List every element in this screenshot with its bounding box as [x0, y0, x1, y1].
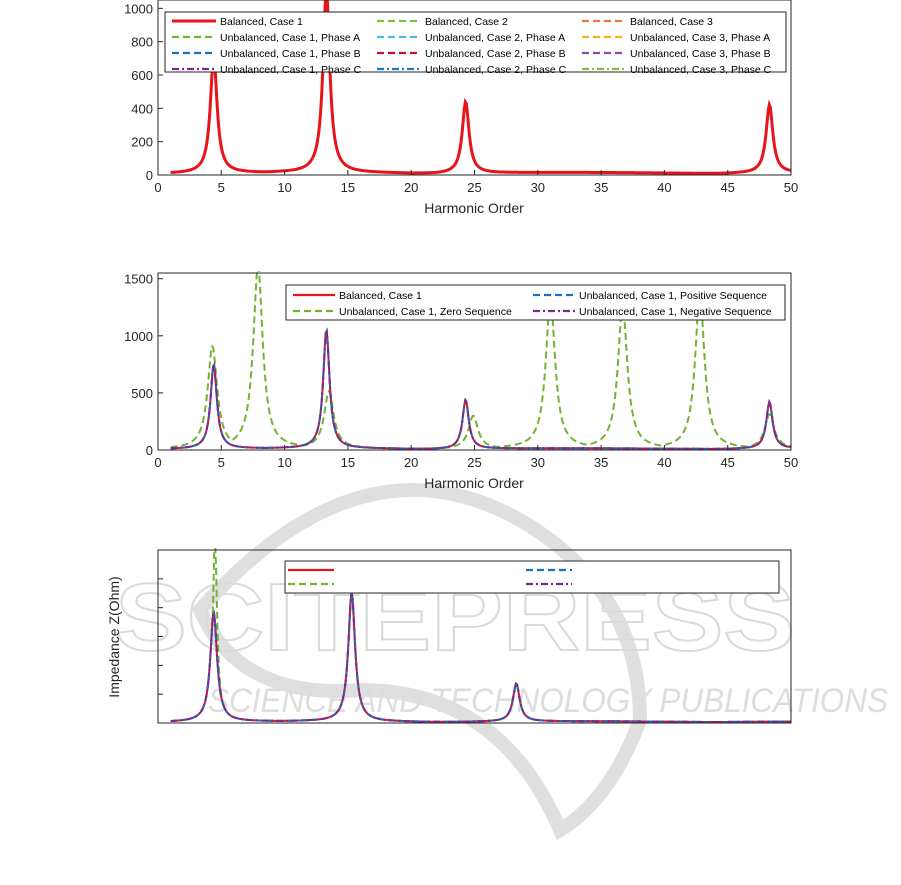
legend-label-5: Balanced, Case 2	[425, 16, 508, 28]
x-tick-label: 10	[277, 455, 291, 470]
y-tick-label: 400	[131, 101, 153, 116]
legend-label-3: Unbalanced, Case 1, Positive Sequence	[579, 290, 767, 302]
watermark-sub: SCIENCE AND TECHNOLOGY PUBLICATIONS	[208, 682, 888, 720]
chart-3-ylabel: Impedance Z(Ohm)	[106, 576, 122, 697]
x-tick-label: 45	[720, 455, 734, 470]
y-tick-label: 0	[146, 168, 153, 183]
legend-label-11: Unbalanced, Case 3, Phase B	[630, 48, 771, 60]
x-tick-label: 10	[277, 180, 291, 195]
y-tick-label: 1000	[124, 329, 153, 344]
chart-2-xlabel: Harmonic Order	[424, 475, 524, 491]
y-tick-label: 600	[131, 68, 153, 83]
chart-3-ticks	[158, 578, 163, 695]
legend-label-2: Unbalanced, Case 1, Phase A	[220, 32, 360, 44]
x-tick-label: 30	[531, 455, 545, 470]
legend-label-8: Unbalanced, Case 2, Phase C	[425, 64, 567, 76]
chart-2-legend-box	[285, 284, 786, 321]
legend-label-6: Unbalanced, Case 2, Phase A	[425, 32, 565, 44]
chart-3-curves	[170, 548, 791, 723]
legend-label-1: Balanced, Case 1	[220, 16, 303, 28]
series-line-2	[170, 271, 791, 450]
chart-2-curves	[170, 271, 791, 450]
x-tick-label: 50	[784, 455, 798, 470]
chart-3-legend	[284, 560, 780, 594]
x-tick-label: 40	[657, 455, 671, 470]
chart-1-legend: Balanced, Case 1 Unbalanced, Case 1, Phas…	[164, 11, 787, 76]
x-tick-label: 25	[467, 180, 481, 195]
y-tick-label: 200	[131, 135, 153, 150]
x-tick-label: 50	[784, 180, 798, 195]
legend-label-1: Balanced, Case 1	[339, 290, 422, 302]
legend-label-10: Unbalanced, Case 3, Phase A	[630, 32, 770, 44]
y-tick-label: 500	[131, 386, 153, 401]
chart-1: 0 5 10 15 20 25 30 35 40 45 50 0 200 400 600 800 1000 Ha…	[124, 0, 798, 216]
y-tick-label: 0	[146, 443, 153, 458]
chart-3: Impedance Z(Ohm)	[106, 548, 792, 724]
chart-2-legend: Balanced, Case 1 Unbalanced, Case 1, Zero…	[285, 284, 786, 321]
x-tick-label: 5	[218, 455, 225, 470]
chart-1-legend-box	[164, 11, 787, 73]
legend-label-12: Unbalanced, Case 3, Phase C	[630, 64, 772, 76]
x-tick-label: 15	[341, 180, 355, 195]
x-tick-label: 0	[154, 180, 161, 195]
series-line-4	[170, 592, 791, 723]
series-line-4	[170, 327, 791, 450]
x-tick-label: 40	[657, 180, 671, 195]
legend-label-7: Unbalanced, Case 2, Phase B	[425, 48, 566, 60]
watermark-swoosh	[191, 483, 648, 841]
watermark: SCITEPRESS SCIENCE AND TECHNOLOGY PUBLIC…	[114, 483, 888, 841]
chart-1-ticks: 0 5 10 15 20 25 30 35 40 45 50 0 200 400 600 800 1000	[124, 1, 798, 195]
x-tick-label: 20	[404, 455, 418, 470]
chart-3-legend-box	[284, 560, 780, 594]
x-tick-label: 45	[720, 180, 734, 195]
x-tick-label: 35	[594, 455, 608, 470]
chart-1-curves	[170, 0, 791, 175]
series-line-3	[170, 327, 791, 450]
x-tick-label: 35	[594, 180, 608, 195]
legend-label-4: Unbalanced, Case 1, Phase C	[220, 64, 362, 76]
x-tick-label: 20	[404, 180, 418, 195]
x-tick-label: 15	[341, 455, 355, 470]
y-tick-label: 1500	[124, 272, 153, 287]
legend-label-2: Unbalanced, Case 1, Zero Sequence	[339, 306, 512, 318]
y-tick-label: 1000	[124, 1, 153, 16]
x-tick-label: 5	[218, 180, 225, 195]
series-line-1	[170, 0, 791, 175]
chart-1-xlabel: Harmonic Order	[424, 200, 524, 216]
legend-label-4: Unbalanced, Case 1, Negative Sequence	[579, 306, 772, 318]
x-tick-label: 0	[154, 455, 161, 470]
legend-label-3: Unbalanced, Case 1, Phase B	[220, 48, 361, 60]
x-tick-label: 25	[467, 455, 481, 470]
x-tick-label: 30	[531, 180, 545, 195]
y-tick-label: 800	[131, 35, 153, 50]
legend-label-9: Balanced, Case 3	[630, 16, 713, 28]
